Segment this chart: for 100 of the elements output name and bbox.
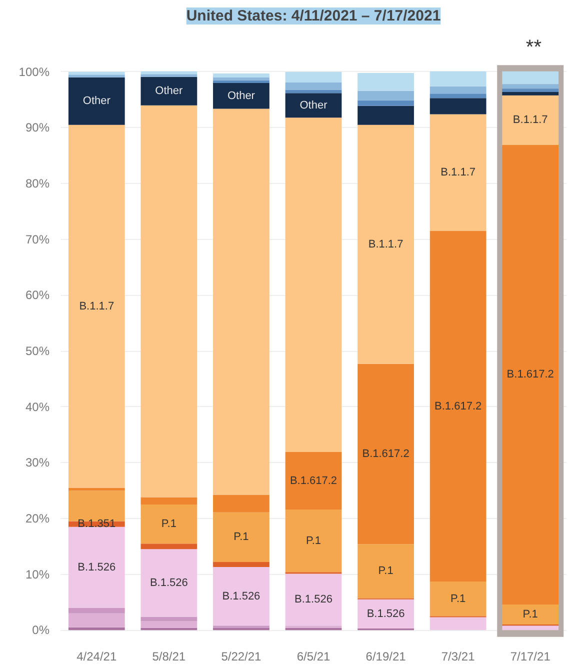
data-label: P.1 xyxy=(450,592,466,605)
bar xyxy=(68,72,125,75)
bar xyxy=(140,544,198,550)
data-label: B.1.526 xyxy=(294,594,332,606)
x-tick-label: 6/19/21 xyxy=(366,650,406,664)
y-tick-label: 60% xyxy=(25,288,50,302)
y-tick-label: 90% xyxy=(25,120,50,135)
bar xyxy=(358,124,414,364)
bar xyxy=(430,86,486,94)
bar xyxy=(285,93,342,118)
bar xyxy=(358,364,414,544)
bar xyxy=(213,83,270,109)
bar xyxy=(213,628,270,630)
data-label: Other xyxy=(300,99,328,112)
data-label: P.1 xyxy=(522,608,538,620)
bar xyxy=(140,74,198,77)
bar xyxy=(502,626,559,630)
bar xyxy=(68,74,125,78)
x-tick-label: 7/3/21 xyxy=(441,650,476,664)
data-label: Other xyxy=(155,85,184,98)
bar xyxy=(358,100,414,106)
bar xyxy=(213,80,270,84)
bar xyxy=(285,574,342,626)
bar xyxy=(285,90,342,94)
bar xyxy=(430,114,486,231)
data-label: P.1 xyxy=(234,531,249,544)
data-label: B.1.617.2 xyxy=(290,474,338,487)
bar xyxy=(213,495,270,512)
bar xyxy=(213,567,270,626)
bar xyxy=(358,106,414,125)
y-tick-label: 100% xyxy=(18,64,50,79)
bar xyxy=(213,562,270,568)
bar xyxy=(502,88,559,92)
data-label: B.1.526 xyxy=(150,576,188,589)
y-tick-label: 40% xyxy=(25,400,50,414)
data-label: B.1.617.2 xyxy=(362,448,410,460)
bar xyxy=(140,105,198,498)
y-tick-label: 0% xyxy=(32,623,50,638)
chart-title: United States: 4/11/2021 – 7/17/2021 xyxy=(186,8,441,24)
data-label: B.1.1.7 xyxy=(512,114,548,126)
data-label: B.1.617.2 xyxy=(434,400,482,412)
data-label: P.1 xyxy=(378,565,394,578)
bar xyxy=(68,488,125,491)
bar xyxy=(358,544,414,598)
bar xyxy=(358,599,414,628)
data-label: B.1.526 xyxy=(78,561,116,574)
data-label: B.1.1.7 xyxy=(79,300,114,312)
y-tick-label: 50% xyxy=(25,344,50,358)
bar xyxy=(140,76,198,106)
bar xyxy=(285,118,342,452)
bar xyxy=(502,604,559,625)
bar xyxy=(68,613,125,628)
data-label: Other xyxy=(82,95,111,108)
y-tick-label: 70% xyxy=(25,232,50,246)
bar xyxy=(285,82,342,90)
bar xyxy=(140,504,198,544)
y-tick-label: 10% xyxy=(25,567,50,582)
x-tick-label: 7/17/21 xyxy=(510,650,551,664)
x-tick-label: 5/8/21 xyxy=(152,650,186,664)
data-label: B.1.1.7 xyxy=(368,238,404,250)
bar xyxy=(430,617,486,630)
y-tick-label: 30% xyxy=(25,456,50,470)
bar xyxy=(358,72,414,91)
x-tick-label: 6/5/21 xyxy=(296,650,331,664)
data-label: B.1.1.7 xyxy=(440,166,476,179)
bar xyxy=(213,77,270,80)
bar xyxy=(140,549,198,617)
bar xyxy=(358,90,414,100)
data-label: Other xyxy=(227,90,256,102)
bar xyxy=(140,497,198,505)
bar xyxy=(68,608,125,614)
data-label: B.1.526 xyxy=(222,590,260,602)
bar xyxy=(213,74,270,78)
bar xyxy=(285,72,342,82)
data-label: P.1 xyxy=(306,534,322,547)
y-tick-label: 20% xyxy=(25,511,50,526)
bar xyxy=(430,98,486,114)
bar xyxy=(213,512,270,562)
bar xyxy=(68,124,125,488)
bar xyxy=(213,108,270,496)
data-label: B.1.526 xyxy=(366,608,405,620)
x-tick-label: 5/22/21 xyxy=(221,650,262,664)
bar xyxy=(502,71,559,84)
x-tick-label: 4/24/21 xyxy=(76,650,117,664)
y-tick-label: 80% xyxy=(25,176,50,191)
bar xyxy=(68,77,125,125)
bar xyxy=(68,526,125,608)
text: ** xyxy=(526,36,542,58)
bar xyxy=(502,92,559,96)
bar xyxy=(430,94,486,98)
bar xyxy=(140,71,198,74)
bar xyxy=(140,621,198,628)
data-label: P.1 xyxy=(161,518,176,530)
data-label: B.1.617.2 xyxy=(506,368,554,381)
bar xyxy=(430,71,486,86)
bar xyxy=(140,628,198,630)
bar xyxy=(430,230,486,582)
bar xyxy=(285,510,342,572)
bar xyxy=(430,582,486,616)
bar xyxy=(140,616,198,622)
